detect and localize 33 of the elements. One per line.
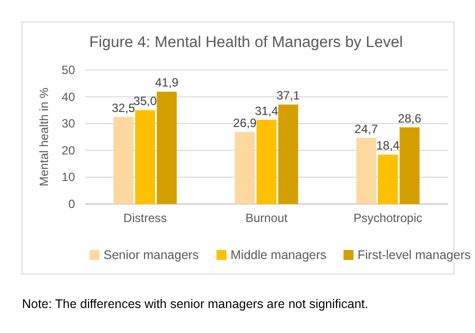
chart-title: Figure 4: Mental Health of Managers by Level xyxy=(89,34,403,51)
data-label: 41,9 xyxy=(155,76,179,90)
bar xyxy=(256,120,276,204)
legend-label: First-level managers xyxy=(358,248,471,262)
data-label: 18,4 xyxy=(376,138,400,153)
bar xyxy=(135,110,156,204)
data-label: 28,6 xyxy=(398,111,422,126)
y-tick-label: 50 xyxy=(62,63,76,77)
y-tick-label: 30 xyxy=(62,116,76,131)
y-axis-title: Mental health in % xyxy=(37,87,51,186)
text: Note: The differences with senior managers are not significant. xyxy=(22,297,368,311)
bar xyxy=(356,138,376,204)
bar xyxy=(400,127,420,204)
y-tick-label: 40 xyxy=(62,90,76,104)
bar xyxy=(113,116,134,204)
bar xyxy=(278,104,298,204)
data-label: 26,9 xyxy=(233,116,257,130)
data-label: 32,5 xyxy=(112,100,136,115)
x-tick-label: Psychotropic xyxy=(354,211,422,225)
data-label: 31,4 xyxy=(254,104,278,118)
legend-label: Senior managers xyxy=(104,248,199,262)
legend-label: Middle managers xyxy=(230,248,326,262)
data-label: 37,1 xyxy=(276,88,300,103)
y-tick-label: 0 xyxy=(68,197,76,211)
data-label: 35,0 xyxy=(133,94,158,108)
bar xyxy=(234,132,255,204)
y-tick-label: 10 xyxy=(62,170,76,184)
y-tick-label: 20 xyxy=(62,143,76,158)
data-label: 24,7 xyxy=(354,122,378,136)
bar xyxy=(378,154,398,204)
x-tick-label: Distress xyxy=(123,211,167,225)
x-tick-label: Burnout xyxy=(245,211,288,225)
bar xyxy=(156,92,177,204)
